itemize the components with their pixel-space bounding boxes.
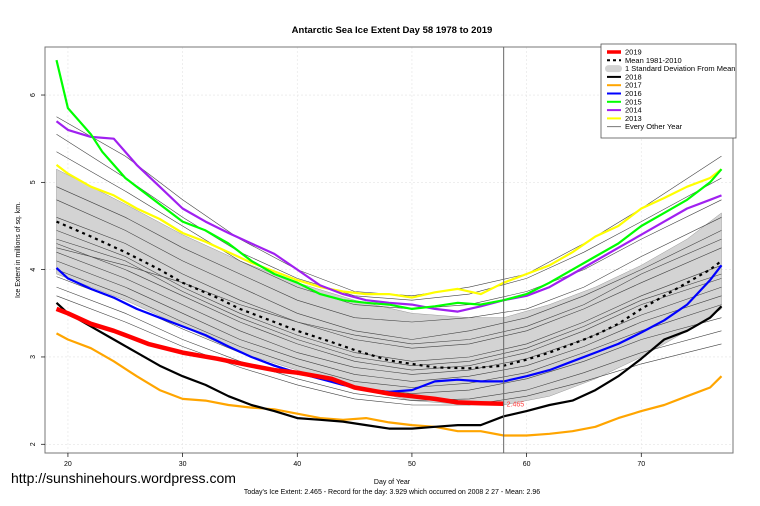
legend-label: 2013: [625, 114, 642, 123]
legend-label: 1 Standard Deviation From Mean: [625, 64, 735, 73]
series-lines: [55, 59, 723, 437]
series-line-2018: [55, 301, 723, 430]
x-tick-label: 60: [523, 461, 531, 468]
legend-label: 2019: [625, 48, 642, 57]
plot-frame: [44, 46, 734, 454]
other-year-line: [56, 230, 722, 362]
chart-title: Antarctic Sea Ice Extent Day 58 1978 to …: [292, 25, 493, 36]
other-year-line: [56, 251, 722, 375]
legend-swatch: [605, 65, 622, 73]
x-tick-label: 70: [637, 461, 645, 468]
legend-label: Mean 1981-2010: [625, 56, 682, 65]
site-url: http://sunshinehours.wordpress.com: [11, 470, 236, 486]
x-axis: 20 30 40 50 60 70: [64, 453, 645, 468]
y-axis: 2 3 4 5 6: [30, 93, 45, 446]
other-year-line: [56, 238, 722, 345]
other-year-line: [56, 186, 722, 323]
series-line-2015: [55, 59, 723, 310]
legend-label: 2014: [625, 106, 642, 115]
plot-border: [44, 46, 734, 454]
x-tick-label: 40: [293, 461, 301, 468]
y-tick-label: 6: [30, 93, 37, 97]
series-line-2014: [55, 120, 722, 313]
legend-label: 2017: [625, 81, 642, 90]
series-line-2019: [55, 306, 504, 406]
series-line-2013: [55, 164, 723, 299]
legend-label: 2015: [625, 97, 642, 106]
other-year-line: [56, 286, 722, 401]
other-year-line: [56, 134, 722, 301]
x-tick-label: 30: [179, 461, 187, 468]
other-year-line: [56, 217, 722, 349]
legend-box: [600, 43, 737, 139]
other-year-line: [56, 238, 722, 367]
other-year-line: [56, 151, 722, 310]
std-dev-band: [56, 168, 722, 406]
other-year-line: [56, 243, 722, 371]
x-tick-label: 20: [64, 461, 72, 468]
legend-label: 2018: [625, 72, 642, 81]
y-tick-label: 4: [30, 268, 37, 272]
other-year-line: [56, 199, 722, 340]
footer-text: Today's Ice Extent: 2.465 - Record for t…: [244, 489, 540, 496]
y-tick-label: 5: [30, 180, 37, 184]
x-tick-label: 50: [408, 461, 416, 468]
other-year-line: [56, 295, 722, 406]
std-dev-band-area: [56, 168, 722, 406]
x-axis-label: Day of Year: [374, 479, 411, 486]
current-value-label: 2.465: [507, 402, 525, 409]
series-line-2017: [55, 332, 723, 437]
other-year-line: [56, 269, 722, 388]
legend-label: 2016: [625, 89, 642, 98]
other-year-line: [56, 260, 722, 382]
y-axis-label: Ice Extent in millions of sq. km.: [15, 202, 22, 298]
y-tick-label: 2: [30, 442, 37, 446]
legend-label: Every Other Year: [625, 122, 683, 131]
y-tick-label: 3: [30, 355, 37, 359]
